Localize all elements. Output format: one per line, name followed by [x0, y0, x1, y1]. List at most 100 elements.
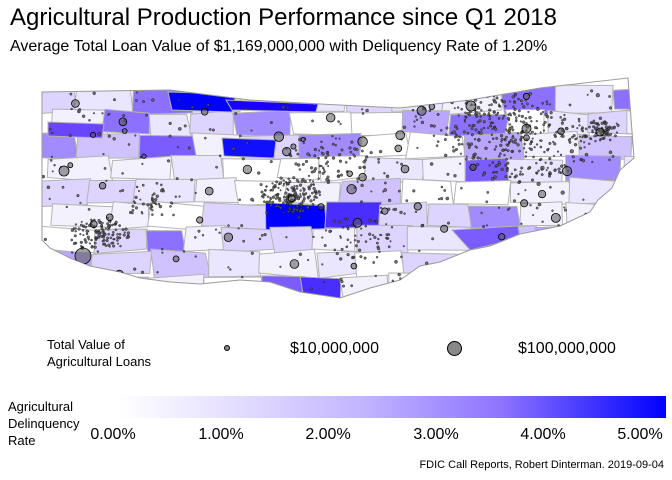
bank-point — [393, 287, 396, 291]
bank-point — [466, 87, 470, 90]
bank-point — [85, 232, 89, 236]
bank-point — [560, 121, 564, 125]
bank-point — [510, 172, 514, 175]
bank-point — [326, 160, 329, 164]
bank-point — [102, 153, 105, 156]
bank-point — [465, 158, 468, 161]
bank-point — [537, 190, 547, 199]
bank-point — [584, 127, 588, 131]
county — [612, 86, 634, 111]
county — [276, 157, 320, 181]
bank-point — [356, 180, 359, 183]
bank-point — [274, 197, 278, 200]
bank-point — [581, 136, 584, 139]
map-title: Agricultural Production Performance sinc… — [10, 4, 557, 31]
bank-point — [478, 95, 482, 98]
colorbar-tick-1: 1.00% — [198, 426, 244, 443]
bank-point — [517, 109, 521, 113]
county — [110, 155, 172, 181]
bank-point — [524, 155, 527, 158]
bank-point — [511, 95, 515, 99]
bank-point — [477, 81, 480, 84]
bank-point — [290, 186, 294, 190]
bank-point — [119, 190, 122, 193]
bank-point — [141, 153, 147, 159]
bank-point — [87, 238, 90, 241]
bank-point — [80, 244, 83, 248]
bank-point — [536, 288, 540, 292]
bank-point — [516, 143, 520, 147]
bank-point — [482, 120, 486, 124]
bank-point — [615, 131, 619, 134]
bank-point — [582, 198, 585, 201]
bank-point — [485, 92, 488, 96]
bank-point — [364, 240, 368, 243]
bank-point — [459, 80, 463, 84]
bank-point — [317, 203, 325, 211]
bank-point — [557, 127, 565, 135]
bank-point — [482, 225, 486, 228]
bank-point — [520, 166, 524, 170]
bank-point — [549, 111, 553, 115]
bank-point — [530, 178, 535, 182]
bank-point — [476, 105, 481, 110]
bank-point — [374, 274, 377, 278]
bank-point — [43, 237, 47, 241]
county — [628, 249, 634, 279]
bank-point — [487, 112, 491, 115]
bank-point — [498, 206, 501, 209]
county — [42, 178, 92, 208]
county — [221, 137, 277, 159]
bank-point — [460, 107, 463, 111]
bank-point — [133, 201, 137, 204]
bank-point — [65, 205, 68, 209]
bank-point — [511, 140, 515, 144]
bank-point — [326, 153, 330, 157]
bank-point — [429, 124, 433, 128]
bank-point — [612, 224, 615, 228]
bank-point — [265, 200, 269, 204]
bank-point — [487, 126, 490, 129]
map-subtitle: Average Total Loan Value of $1,169,000,0… — [10, 38, 548, 55]
bank-point — [140, 270, 145, 274]
bank-point — [149, 203, 153, 207]
bank-point — [451, 91, 455, 95]
bank-point — [419, 116, 422, 119]
bank-point — [504, 105, 507, 108]
bank-point — [69, 92, 73, 96]
bank-point — [106, 222, 109, 226]
bank-point — [517, 192, 520, 196]
bank-point — [512, 105, 515, 108]
bank-point — [432, 134, 436, 137]
bank-point — [151, 205, 154, 209]
bank-point — [343, 217, 347, 221]
bank-point — [506, 161, 510, 165]
bank-point — [579, 146, 583, 150]
size-legend-title-line2: Agricultural Loans — [47, 354, 152, 369]
county — [189, 109, 234, 137]
bank-point — [306, 152, 310, 156]
bank-point — [284, 181, 288, 184]
bank-point — [478, 112, 481, 115]
bank-point — [550, 212, 561, 223]
bank-point — [497, 160, 501, 164]
bank-point — [495, 163, 499, 168]
bank-point — [42, 174, 46, 179]
bank-point — [338, 159, 343, 163]
bank-point — [302, 141, 305, 145]
bank-point — [196, 216, 204, 224]
bank-point — [276, 193, 279, 196]
bank-point — [530, 140, 534, 143]
bank-point — [292, 176, 296, 180]
bank-point — [278, 198, 282, 203]
bank-point — [125, 236, 129, 240]
bank-point — [295, 187, 299, 190]
bank-point — [585, 272, 589, 275]
bank-point — [604, 125, 609, 129]
bank-point — [279, 189, 282, 192]
bank-point — [122, 114, 126, 118]
bank-point — [479, 131, 483, 135]
bank-point — [517, 97, 520, 101]
bank-point — [520, 135, 524, 139]
bank-point — [301, 162, 305, 166]
